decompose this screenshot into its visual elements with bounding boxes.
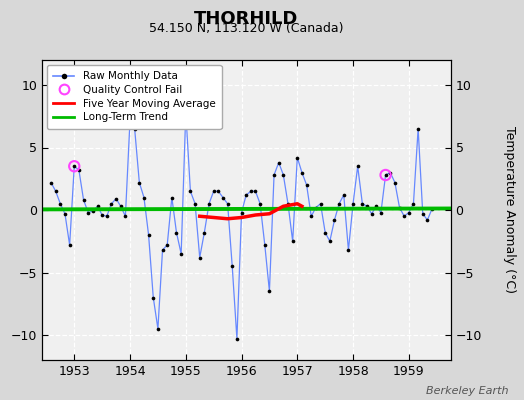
Point [168, 194, 176, 201]
Point [56, 200, 64, 207]
Text: THORHILD: THORHILD [194, 10, 299, 28]
Point [354, 163, 362, 170]
Point [210, 188, 218, 194]
Point [223, 200, 232, 207]
Point [335, 200, 343, 207]
Point [79, 197, 88, 203]
Point [149, 294, 158, 301]
Point [84, 209, 92, 216]
Point [349, 200, 357, 207]
Point [89, 208, 97, 214]
Point [93, 203, 102, 210]
Point [135, 179, 144, 186]
Point [265, 288, 274, 294]
Point [284, 200, 292, 207]
Point [66, 242, 74, 248]
Point [112, 196, 121, 202]
Point [191, 200, 199, 207]
Point [186, 188, 194, 194]
Point [200, 229, 209, 236]
Point [340, 192, 348, 198]
Point [405, 209, 413, 216]
Legend: Raw Monthly Data, Quality Control Fail, Five Year Moving Average, Long-Term Tren: Raw Monthly Data, Quality Control Fail, … [47, 65, 222, 129]
Point [367, 210, 376, 217]
Point [409, 200, 418, 207]
Point [377, 209, 385, 216]
Point [205, 200, 213, 207]
Point [252, 188, 260, 194]
Point [302, 182, 311, 188]
Point [233, 336, 241, 342]
Point [428, 206, 436, 212]
Point [145, 232, 153, 238]
Point [103, 213, 111, 220]
Point [121, 213, 129, 220]
Point [400, 213, 408, 220]
Point [51, 188, 60, 194]
Point [130, 126, 139, 132]
Point [414, 126, 422, 132]
Text: 54.150 N, 113.120 W (Canada): 54.150 N, 113.120 W (Canada) [149, 22, 344, 35]
Text: Berkeley Earth: Berkeley Earth [426, 386, 508, 396]
Point [126, 117, 134, 123]
Point [358, 200, 367, 207]
Point [316, 200, 325, 207]
Point [256, 200, 264, 207]
Point [275, 159, 283, 166]
Point [214, 188, 223, 194]
Point [330, 217, 339, 223]
Point [395, 204, 403, 211]
Point [325, 238, 334, 244]
Point [423, 217, 432, 223]
Point [61, 210, 69, 217]
Point [293, 154, 301, 161]
Point [47, 179, 55, 186]
Y-axis label: Temperature Anomaly (°C): Temperature Anomaly (°C) [503, 126, 516, 294]
Point [279, 172, 288, 178]
Point [237, 209, 246, 216]
Point [70, 163, 79, 170]
Point [195, 254, 204, 261]
Point [75, 167, 83, 173]
Point [172, 229, 181, 236]
Point [312, 204, 320, 211]
Point [321, 229, 330, 236]
Point [260, 242, 269, 248]
Point [298, 169, 306, 176]
Point [270, 172, 278, 178]
Point [182, 109, 190, 116]
Point [228, 263, 236, 270]
Point [289, 238, 297, 244]
Point [247, 188, 255, 194]
Point [381, 172, 390, 178]
Point [163, 242, 171, 248]
Point [140, 194, 148, 201]
Point [98, 212, 106, 218]
Point [116, 203, 125, 210]
Point [386, 169, 395, 176]
Point [344, 247, 353, 253]
Point [381, 172, 390, 178]
Point [419, 210, 427, 217]
Point [107, 200, 116, 207]
Point [158, 247, 167, 253]
Point [372, 203, 380, 210]
Point [391, 179, 399, 186]
Point [363, 203, 371, 210]
Point [154, 326, 162, 332]
Point [242, 192, 250, 198]
Point [70, 163, 79, 170]
Point [177, 250, 185, 257]
Point [307, 213, 315, 220]
Point [219, 194, 227, 201]
